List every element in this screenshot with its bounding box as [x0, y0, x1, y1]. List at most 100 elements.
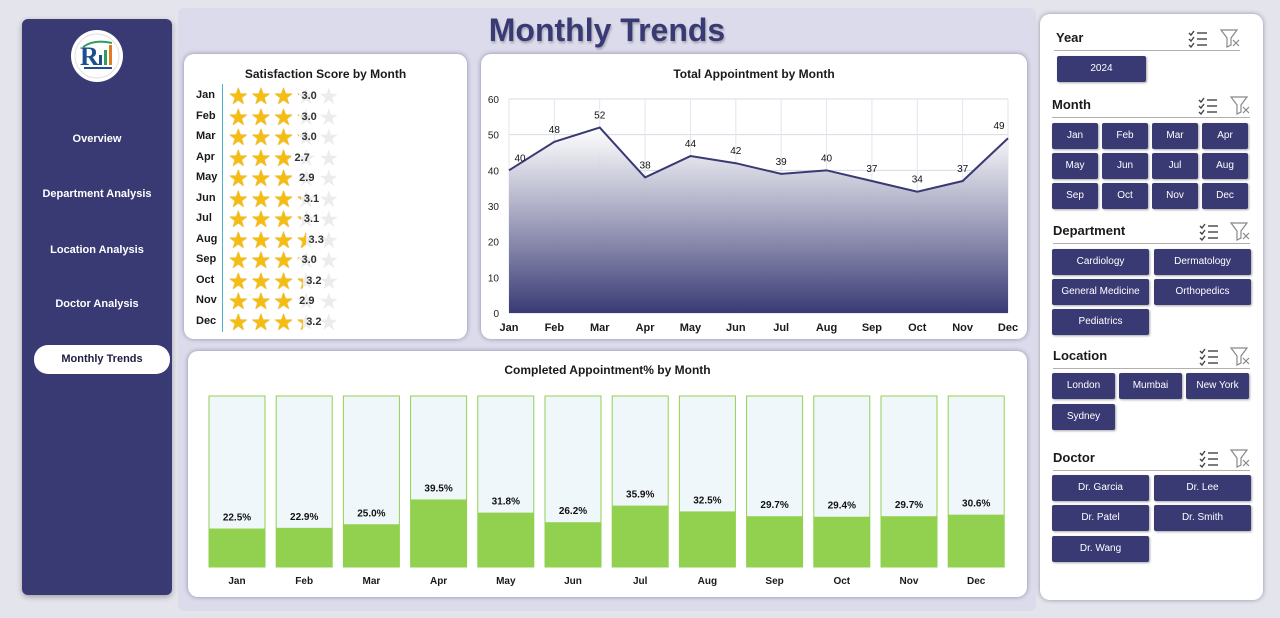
satisfaction-month-label: May — [196, 171, 218, 183]
data-label: 29.7% — [760, 500, 788, 511]
x-tick-label: Nov — [952, 322, 974, 334]
satisfaction-value-label: 3.3 — [308, 233, 324, 246]
nav-monthly-trends[interactable]: Monthly Trends — [34, 345, 170, 374]
month-option-button[interactable]: Jun — [1102, 153, 1148, 179]
star-icon: ★★★★★ — [228, 270, 303, 291]
month-option-button[interactable]: Aug — [1202, 153, 1248, 179]
satisfaction-month-label: Nov — [196, 294, 217, 306]
company-logo: R — [71, 30, 123, 82]
doctor-option-button[interactable]: Dr. Lee — [1154, 475, 1251, 501]
x-tick-label: Jan — [228, 576, 245, 587]
month-option-button[interactable]: Dec — [1202, 183, 1248, 209]
area-fill — [509, 127, 1008, 314]
clear-filter-icon[interactable] — [1219, 28, 1241, 48]
completed-appointment-chart: 22.5% Jan 22.9% Feb 25.0% Mar 39.5% Apr 31.8% May… — [208, 395, 1005, 587]
x-tick-label: Apr — [430, 576, 447, 587]
nav-department-analysis[interactable]: Department Analysis — [42, 188, 152, 200]
month-option-button[interactable]: Jan — [1052, 123, 1098, 149]
y-tick-label: 40 — [488, 166, 500, 177]
star-icon: ★★★★★ — [228, 206, 342, 232]
satisfaction-row: Mar ★★★★★★★★★★3.0 — [184, 124, 464, 150]
satisfaction-stars: ★★★★★★★★★★ — [228, 167, 341, 190]
star-icon: ★★★★★ — [228, 124, 342, 150]
star-icon: ★★★★★ — [228, 247, 342, 273]
satisfaction-chart-card: Satisfaction Score by Month Jan★★★★★★★★★… — [184, 54, 467, 339]
x-tick-label: Jan — [500, 322, 519, 334]
star-icon: ★★★★★ — [228, 106, 299, 127]
doctor-option-button[interactable]: Dr. Patel — [1052, 505, 1149, 531]
satisfaction-value-label: 3.0 — [301, 254, 317, 266]
location-option-button[interactable]: New York — [1186, 373, 1249, 399]
star-icon: ★★★★★ — [228, 83, 342, 109]
month-option-button[interactable]: Jul — [1152, 153, 1198, 179]
multi-select-icon[interactable] — [1197, 95, 1219, 116]
bar — [276, 527, 333, 567]
satisfaction-month-label: Sep — [196, 253, 217, 265]
data-label: 49 — [993, 121, 1005, 132]
satisfaction-value-label: 3.0 — [301, 131, 317, 143]
star-icon: ★★★★★ — [228, 103, 342, 130]
month-slicer-title: Month — [1052, 97, 1091, 112]
department-option-button[interactable]: Cardiology — [1052, 249, 1149, 275]
department-option-button[interactable]: Orthopedics — [1154, 279, 1251, 305]
x-tick-label: Feb — [545, 322, 565, 334]
multi-select-icon[interactable] — [1198, 346, 1220, 367]
month-option-button[interactable]: Apr — [1202, 123, 1248, 149]
star-icon: ★★★★★ — [228, 144, 342, 171]
multi-select-icon[interactable] — [1198, 448, 1220, 469]
nav-location-analysis[interactable]: Location Analysis — [50, 244, 144, 256]
doctor-option-button[interactable]: Dr. Wang — [1052, 536, 1149, 562]
location-slicer-title: Location — [1053, 348, 1108, 363]
satisfaction-row: Jan ★★★★★★★★★★3.0 — [184, 83, 464, 109]
month-option-button[interactable]: Oct — [1102, 183, 1148, 209]
satisfaction-row: Jun ★★★★★★★★★★3.1 — [184, 187, 464, 210]
x-tick-label: Mar — [363, 576, 381, 587]
bar — [545, 522, 601, 567]
satisfaction-stars: ★★★★★★★★★★ — [228, 144, 342, 171]
month-option-button[interactable]: Mar — [1152, 123, 1198, 149]
location-slicer-divider — [1053, 368, 1250, 369]
y-tick-label: 0 — [493, 309, 499, 320]
bar — [813, 516, 870, 567]
satisfaction-row: Feb ★★★★★★★★★★3.0 — [184, 103, 464, 130]
multi-select-icon[interactable] — [1198, 221, 1220, 242]
y-tick-label: 30 — [488, 202, 500, 213]
department-option-button[interactable]: Pediatrics — [1052, 309, 1149, 335]
satisfaction-stars: ★★★★★★★★★★ — [228, 187, 341, 210]
month-option-button[interactable]: Nov — [1152, 183, 1198, 209]
doctor-option-button[interactable]: Dr. Smith — [1154, 505, 1251, 531]
x-tick-label: Aug — [816, 322, 837, 334]
completed-appointment-chart-card: Completed Appointment% by Month 22.5% Jan… — [188, 351, 1027, 597]
month-slicer-divider — [1052, 117, 1250, 118]
satisfaction-value-label: 3.1 — [303, 192, 320, 205]
month-option-button[interactable]: Sep — [1052, 183, 1098, 209]
location-option-button[interactable]: London — [1052, 373, 1115, 399]
department-option-button[interactable]: Dermatology — [1154, 249, 1251, 275]
star-icon: ★★★★★ — [228, 288, 342, 314]
data-label: 25.0% — [357, 508, 385, 519]
satisfaction-row: Apr ★★★★★★★★★★2.7 — [184, 144, 464, 171]
location-option-button[interactable]: Mumbai — [1119, 373, 1182, 399]
bar — [612, 505, 669, 567]
clear-filter-icon[interactable] — [1229, 448, 1251, 468]
star-icon: ★★★★★ — [228, 168, 296, 188]
nav-doctor-analysis[interactable]: Doctor Analysis — [55, 298, 139, 310]
nav-overview[interactable]: Overview — [72, 133, 122, 145]
filter-panel: Year 2024 Month Jan Feb Mar Apr May Jun Jul Aug… — [1040, 14, 1263, 600]
x-tick-label: Mar — [590, 322, 610, 334]
doctor-option-button[interactable]: Dr. Garcia — [1052, 475, 1149, 501]
x-tick-label: Nov — [900, 576, 919, 587]
department-option-button[interactable]: General Medicine — [1052, 279, 1149, 305]
multi-select-icon[interactable] — [1187, 28, 1209, 49]
clear-filter-icon[interactable] — [1229, 346, 1251, 366]
clear-filter-icon[interactable] — [1229, 95, 1251, 115]
satisfaction-stars: ★★★★★★★★★★ — [228, 269, 341, 292]
month-option-button[interactable]: Feb — [1102, 123, 1148, 149]
total-appointment-chart-title: Total Appointment by Month — [673, 67, 835, 81]
year-option-button[interactable]: 2024 — [1057, 56, 1146, 82]
location-option-button[interactable]: Sydney — [1052, 404, 1115, 430]
year-slicer-title: Year — [1056, 30, 1084, 45]
clear-filter-icon[interactable] — [1229, 221, 1251, 241]
month-option-button[interactable]: May — [1052, 153, 1098, 179]
satisfaction-stars: ★★★★★★★★★★ — [228, 310, 341, 333]
